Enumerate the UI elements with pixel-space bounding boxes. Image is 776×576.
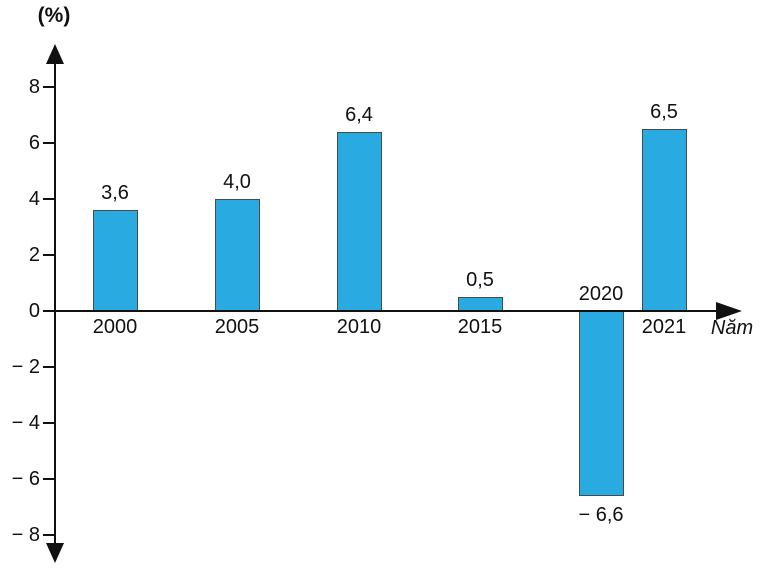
y-tick-mark xyxy=(43,86,55,88)
y-tick-label: 4 xyxy=(28,188,40,210)
y-tick-label: 8 xyxy=(28,76,40,98)
bar-category-label: 2010 xyxy=(336,316,382,338)
y-axis-down-arrow-icon xyxy=(46,543,64,563)
y-tick-mark xyxy=(43,310,55,312)
y-tick-mark xyxy=(43,142,55,144)
y-tick-mark xyxy=(43,478,55,480)
bar-value-label: 3,6 xyxy=(101,182,129,205)
y-axis-line xyxy=(54,52,56,552)
bar-value-label: − 6,6 xyxy=(578,503,624,526)
bar-category-label: 2000 xyxy=(92,316,138,338)
y-tick-label: − 6 xyxy=(11,468,40,490)
y-tick-mark xyxy=(43,534,55,536)
bar-value-label: 6,4 xyxy=(345,103,373,126)
bar-category-label: 2020 xyxy=(578,283,624,305)
y-tick-label: − 2 xyxy=(11,356,40,378)
bar-2015 xyxy=(457,297,503,311)
y-tick-mark xyxy=(43,254,55,256)
x-axis-line xyxy=(54,310,720,312)
bar-2021 xyxy=(641,129,687,311)
y-tick-label: − 8 xyxy=(11,524,40,546)
y-tick-label: 2 xyxy=(28,244,40,266)
y-axis-up-arrow-icon xyxy=(46,44,64,64)
bar-value-label: 0,5 xyxy=(466,269,494,291)
bar-value-label: 6,5 xyxy=(650,101,678,123)
y-tick-label: − 4 xyxy=(11,412,40,434)
x-axis-title: Năm xyxy=(710,317,754,339)
y-tick-mark xyxy=(43,198,55,200)
y-tick-label: 6 xyxy=(28,132,40,154)
bar-2000 xyxy=(92,210,138,311)
bar-category-label: 2005 xyxy=(214,316,260,338)
y-tick-label: 0 xyxy=(28,300,40,322)
y-tick-mark xyxy=(43,366,55,368)
bar-2005 xyxy=(214,199,260,311)
bar-category-label: 2021 xyxy=(641,316,687,338)
bar-2010 xyxy=(336,131,382,311)
bar-2020 xyxy=(578,311,624,496)
bar-category-label: 2015 xyxy=(457,316,503,338)
y-tick-mark xyxy=(43,422,55,424)
y-axis-unit-label: (%) xyxy=(37,4,71,27)
x-axis-right-arrow-icon xyxy=(716,302,742,320)
bar-value-label: 4,0 xyxy=(223,171,251,193)
